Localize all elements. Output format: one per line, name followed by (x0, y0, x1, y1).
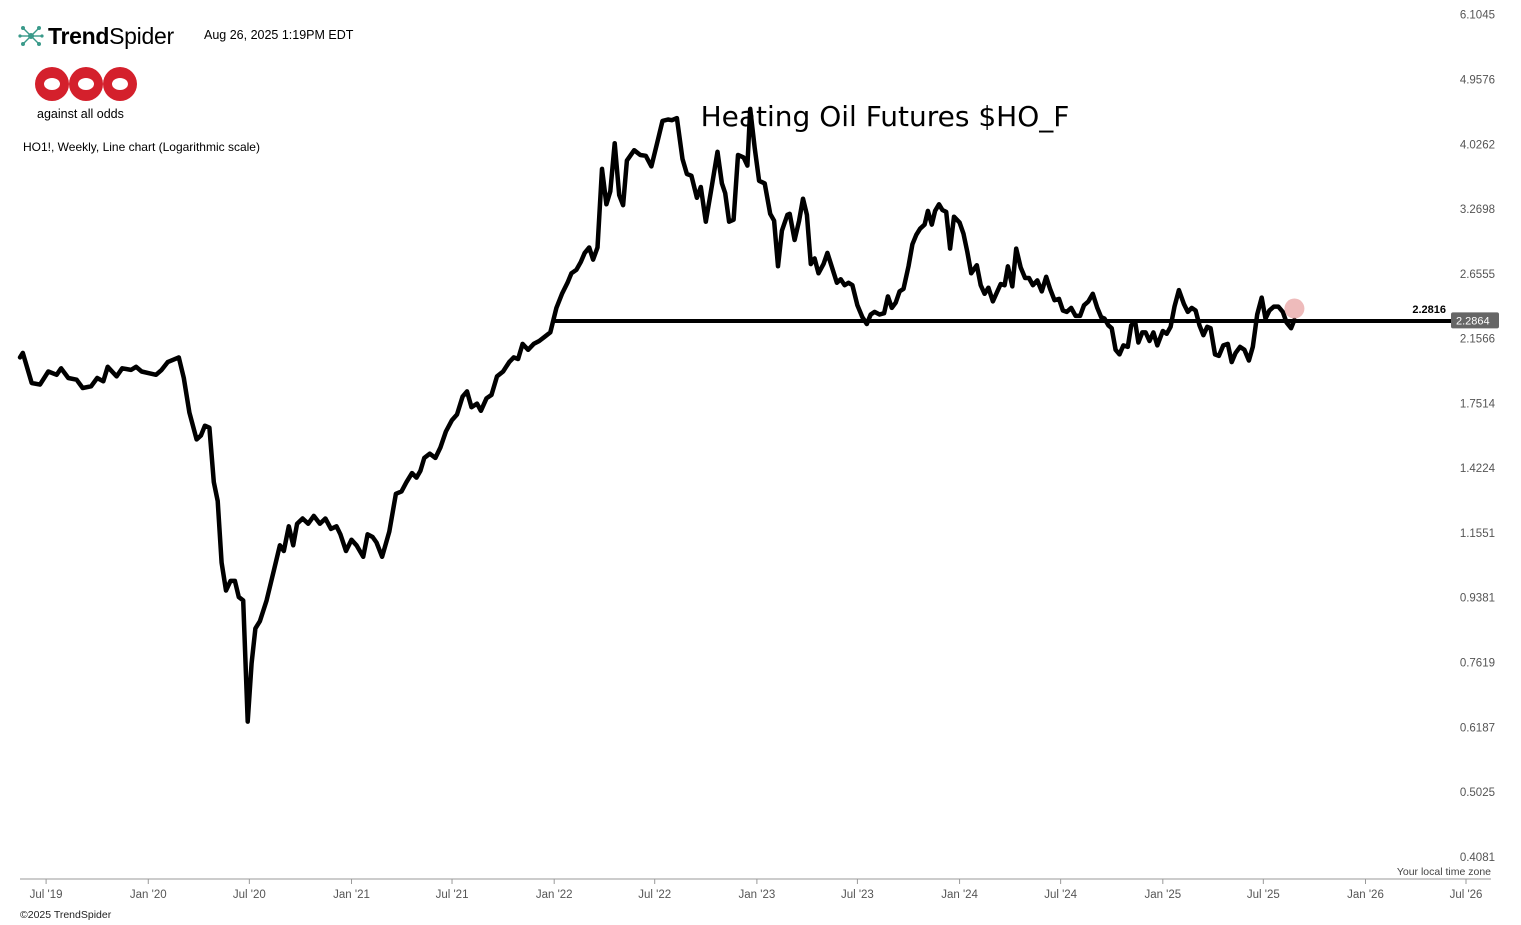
against-all-odds-logo (35, 67, 137, 101)
x-tick-label: Jul '23 (841, 889, 874, 901)
x-axis-ticks: Jul '19 Jan '20 Jul '20 Jan '21 Jul '21 Jan '… (30, 879, 1483, 901)
timezone-label: Your local time zone (1396, 866, 1491, 878)
brand-name-light: Spider (109, 22, 174, 49)
y-tick-label: 3.2698 (1460, 204, 1495, 216)
x-tick-label: Jul '22 (638, 889, 671, 901)
instrument-label: HO1!, Weekly, Line chart (Logarithmic sc… (23, 140, 260, 154)
x-tick-label: Jul '24 (1044, 889, 1077, 901)
logo-caption: against all odds (37, 107, 124, 121)
last-price-tag (1451, 312, 1499, 329)
x-tick-label: Jan '24 (941, 889, 978, 901)
last-price-value: 2.2864 (1456, 315, 1490, 327)
y-tick-label: 1.4224 (1460, 463, 1496, 475)
x-tick-label: Jul '20 (233, 889, 266, 901)
y-tick-label: 1.7514 (1460, 398, 1496, 410)
chart-title: Heating Oil Futures $HO_F (700, 100, 1070, 133)
y-tick-label: 0.7619 (1460, 657, 1495, 669)
x-tick-label: Jan '25 (1144, 889, 1181, 901)
y-tick-label: 2.1566 (1460, 334, 1495, 346)
brand-name-bold: Trend (48, 22, 110, 49)
x-tick-label: Jan '21 (333, 889, 370, 901)
x-tick-label: Jan '22 (536, 889, 573, 901)
y-tick-label: 4.0262 (1460, 139, 1495, 151)
y-tick-label: 6.1045 (1460, 10, 1495, 22)
y-tick-label: 0.5025 (1460, 787, 1495, 799)
timestamp: Aug 26, 2025 1:19PM EDT (204, 28, 354, 42)
y-tick-label: 1.1551 (1460, 528, 1495, 540)
y-tick-label: 4.9576 (1460, 74, 1495, 86)
trendspider-logo-icon (18, 26, 44, 46)
x-tick-label: Jul '26 (1450, 889, 1483, 901)
x-tick-label: Jan '26 (1347, 889, 1384, 901)
x-tick-label: Jan '23 (739, 889, 776, 901)
price-series-line (17, 106, 1297, 724)
x-tick-label: Jul '21 (436, 889, 469, 901)
y-axis-ticks: 6.1045 4.9576 4.0262 3.2698 2.6555 2.1566 1.75… (1460, 10, 1496, 864)
x-tick-label: Jul '25 (1247, 889, 1280, 901)
support-line-label: 2.2816 (1412, 304, 1446, 316)
x-tick-label: Jul '19 (30, 889, 63, 901)
last-price-marker (1284, 298, 1305, 319)
copyright-notice: ©2025 TrendSpider (20, 909, 112, 921)
x-tick-label: Jan '20 (130, 889, 167, 901)
y-tick-label: 2.6555 (1460, 269, 1495, 281)
y-tick-label: 0.6187 (1460, 722, 1495, 734)
y-tick-label: 0.4081 (1460, 852, 1495, 864)
y-tick-label: 0.9381 (1460, 593, 1495, 605)
trendspider-brand: TrendSpider (18, 20, 174, 52)
